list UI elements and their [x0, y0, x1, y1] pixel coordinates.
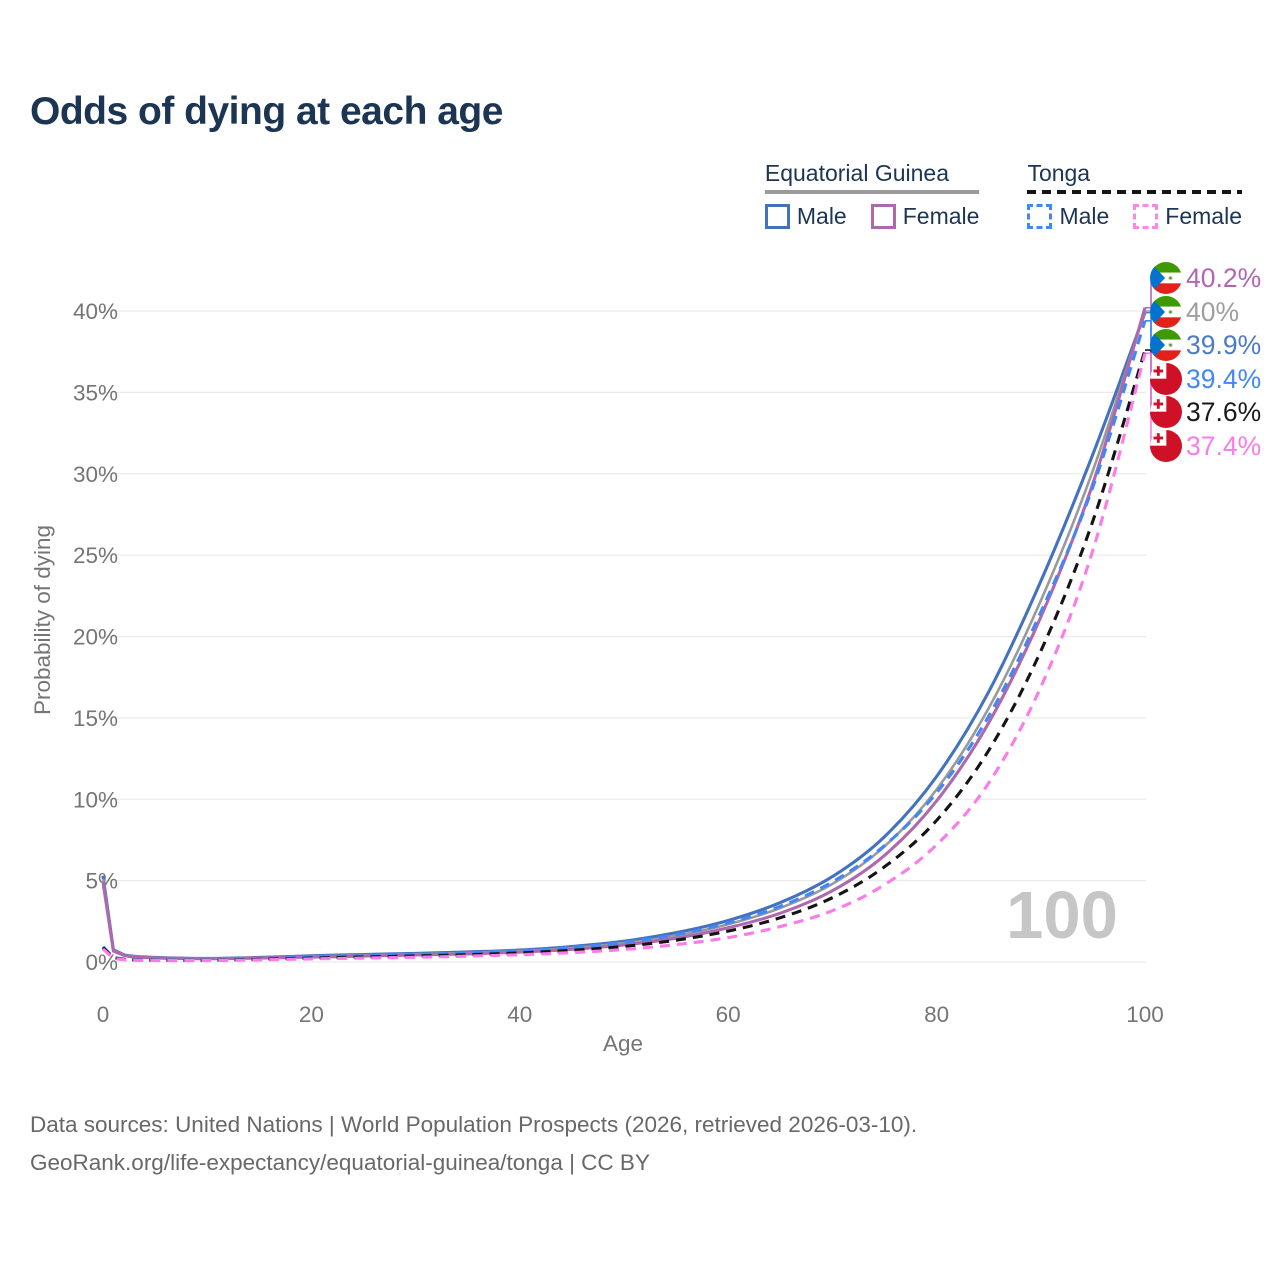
legend-underline-tonga	[1027, 190, 1242, 194]
end-label-equatorial-guinea-both-sexes: 40%	[1186, 297, 1239, 327]
x-tick-label-60: 60	[716, 1002, 741, 1027]
y-tick-label-40: 40%	[73, 299, 118, 324]
y-tick-label-10: 10%	[73, 787, 118, 812]
tonga-flag-icon	[1150, 396, 1182, 428]
y-tick-label-35: 35%	[73, 380, 118, 405]
legend-item-eg-female[interactable]: Female	[870, 203, 980, 230]
tonga-flag-icon	[1150, 363, 1182, 395]
line-tonga-male[interactable]	[101, 320, 1147, 962]
x-axis-title: Age	[603, 1031, 643, 1056]
legend-item-label: Male	[1059, 203, 1110, 229]
legend: Equatorial Guinea Male Female Tonga Male…	[764, 160, 1242, 230]
equatorial-guinea-flag-icon	[1150, 329, 1182, 361]
legend-group-tonga: Tonga Male Female	[1027, 160, 1242, 230]
line-tonga-female[interactable]	[101, 352, 1147, 963]
legend-item-tonga-female[interactable]: Female	[1133, 203, 1242, 230]
legend-item-label: Male	[796, 203, 847, 229]
footer: Data sources: United Nations | World Pop…	[30, 1106, 917, 1182]
tonga-female-swatch-icon	[1133, 204, 1159, 229]
end-label-leaders	[1145, 278, 1152, 446]
x-tick-label-40: 40	[507, 1002, 532, 1027]
line-tonga-both-sexes[interactable]	[101, 349, 1147, 962]
legend-item-label: Female	[1165, 203, 1242, 229]
legend-country-equatorial-guinea[interactable]: Equatorial Guinea	[764, 160, 949, 186]
end-label-equatorial-guinea-male: 39.9%	[1186, 330, 1261, 360]
y-tick-label-5: 5%	[85, 869, 118, 894]
x-tick-label-100: 100	[1126, 1002, 1164, 1027]
equatorial-guinea-flag-icon	[1150, 262, 1182, 294]
age-watermark: 100	[1006, 878, 1118, 953]
page-title: Odds of dying at each age	[30, 90, 503, 133]
legend-country-tonga[interactable]: Tonga	[1027, 160, 1091, 186]
leader-equatorial-guinea-male	[1145, 311, 1152, 345]
legend-item-label: Female	[902, 203, 980, 229]
y-axis-title: Probability of dying	[30, 525, 55, 715]
end-label-tonga-both-sexes: 37.6%	[1186, 397, 1261, 427]
equatorial-guinea-flag-icon	[1150, 296, 1182, 328]
line-equatorial-guinea-both-sexes[interactable]	[101, 310, 1147, 960]
end-label-equatorial-guinea-female: 40.2%	[1186, 263, 1261, 293]
x-tick-label-0: 0	[97, 1002, 110, 1027]
end-label-tonga-female: 37.4%	[1186, 431, 1261, 461]
legend-group-equatorial-guinea: Equatorial Guinea Male Female	[764, 160, 980, 230]
x-tick-label-80: 80	[924, 1002, 949, 1027]
legend-item-eg-male[interactable]: Male	[764, 203, 847, 230]
y-tick-label-0: 0%	[85, 950, 118, 975]
leader-tonga-female	[1145, 352, 1152, 446]
line-equatorial-guinea-male[interactable]	[101, 312, 1147, 960]
series-lines	[101, 307, 1147, 963]
leader-equatorial-guinea-female	[1145, 278, 1152, 309]
y-tick-label-25: 25%	[73, 543, 118, 568]
end-label-tonga-male: 39.4%	[1186, 364, 1261, 394]
legend-item-tonga-male[interactable]: Male	[1027, 203, 1109, 230]
y-tick-label-20: 20%	[73, 625, 118, 650]
tonga-flag-icon	[1150, 430, 1182, 462]
x-tick-label-20: 20	[299, 1002, 324, 1027]
legend-underline-equatorial-guinea	[764, 190, 980, 194]
leader-tonga-both-sexes	[1145, 349, 1152, 412]
attribution-line: GeoRank.org/life-expectancy/equatorial-g…	[30, 1150, 650, 1175]
y-tick-label-15: 15%	[73, 706, 118, 731]
data-sources-line: Data sources: United Nations | World Pop…	[30, 1112, 918, 1137]
end-labels: 40.2% 40%39.9% 39.4%37.6% 37.4%	[1150, 262, 1261, 462]
eg-male-swatch-icon	[764, 204, 790, 229]
line-equatorial-guinea-female[interactable]	[101, 307, 1147, 961]
eg-female-swatch-icon	[870, 204, 896, 229]
y-tick-label-30: 30%	[73, 462, 118, 487]
tonga-male-swatch-icon	[1027, 204, 1053, 229]
